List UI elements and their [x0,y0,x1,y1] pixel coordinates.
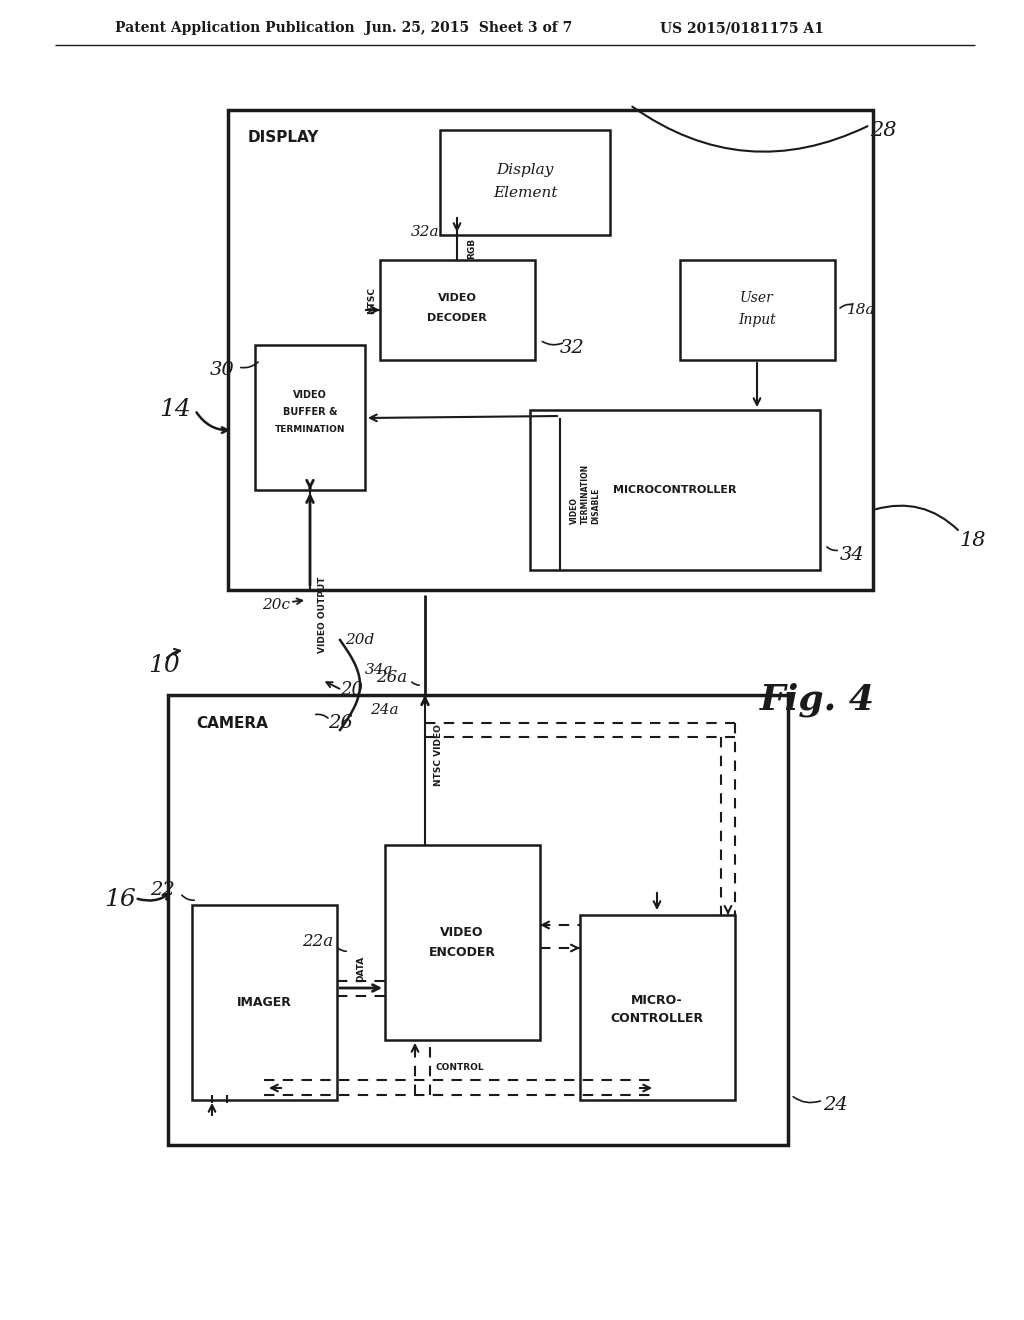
Text: ENCODER: ENCODER [428,946,496,960]
Text: 26: 26 [328,714,352,733]
Text: MICROCONTROLLER: MICROCONTROLLER [613,484,736,495]
Text: 20: 20 [340,681,362,700]
Text: NTSC VIDEO: NTSC VIDEO [434,725,443,785]
Text: 20d: 20d [345,634,374,647]
Text: DATA: DATA [356,956,366,982]
Text: 18: 18 [961,531,986,549]
Text: DECODER: DECODER [427,313,486,323]
Text: VIDEO
TERMINATION
DISABLE: VIDEO TERMINATION DISABLE [570,463,600,524]
Text: CAMERA: CAMERA [196,715,268,730]
Bar [228,110,873,590]
Text: Input: Input [738,313,776,327]
Bar [385,845,540,1040]
Text: CONTROL: CONTROL [435,1064,484,1072]
Text: VIDEO: VIDEO [440,927,483,940]
Text: VIDEO OUTPUT: VIDEO OUTPUT [318,577,327,653]
Bar [680,260,835,360]
Text: 32a: 32a [411,224,439,239]
Text: IMAGER: IMAGER [237,997,292,1010]
Text: Fig. 4: Fig. 4 [760,682,874,717]
Bar [168,696,788,1144]
Text: 16: 16 [104,888,136,912]
Bar [580,915,735,1100]
Text: US 2015/0181175 A1: US 2015/0181175 A1 [660,21,824,36]
Text: 18a: 18a [847,304,876,317]
Text: BUFFER &: BUFFER & [283,407,337,417]
Text: 24: 24 [823,1096,848,1114]
Text: 20c: 20c [262,598,290,612]
Bar [255,345,365,490]
Text: 24a: 24a [370,704,398,717]
Text: Jun. 25, 2015  Sheet 3 of 7: Jun. 25, 2015 Sheet 3 of 7 [365,21,572,36]
Bar [193,906,337,1100]
Text: TERMINATION: TERMINATION [274,425,345,433]
Text: RGB: RGB [467,238,476,259]
Text: 22: 22 [151,880,175,899]
Bar [380,260,535,360]
Text: NTSC: NTSC [368,286,377,314]
Text: DISPLAY: DISPLAY [248,131,319,145]
Text: 26a: 26a [376,668,407,685]
Text: MICRO-: MICRO- [631,994,683,1006]
Text: VIDEO: VIDEO [293,389,327,400]
Text: Patent Application Publication: Patent Application Publication [115,21,354,36]
Text: Element: Element [493,186,557,201]
Text: CONTROLLER: CONTROLLER [610,1011,703,1024]
Text: 30: 30 [210,360,234,379]
Text: User: User [740,290,774,305]
Text: 22a: 22a [302,932,333,949]
Text: 32: 32 [560,339,585,356]
Text: Display: Display [497,162,554,177]
Bar [530,411,820,570]
Text: 28: 28 [870,120,896,140]
Text: 34: 34 [840,546,864,564]
Bar [440,129,610,235]
Text: 10: 10 [148,653,180,676]
Text: 14: 14 [159,399,190,421]
Text: VIDEO: VIDEO [437,293,476,304]
Text: 34a: 34a [365,663,393,677]
